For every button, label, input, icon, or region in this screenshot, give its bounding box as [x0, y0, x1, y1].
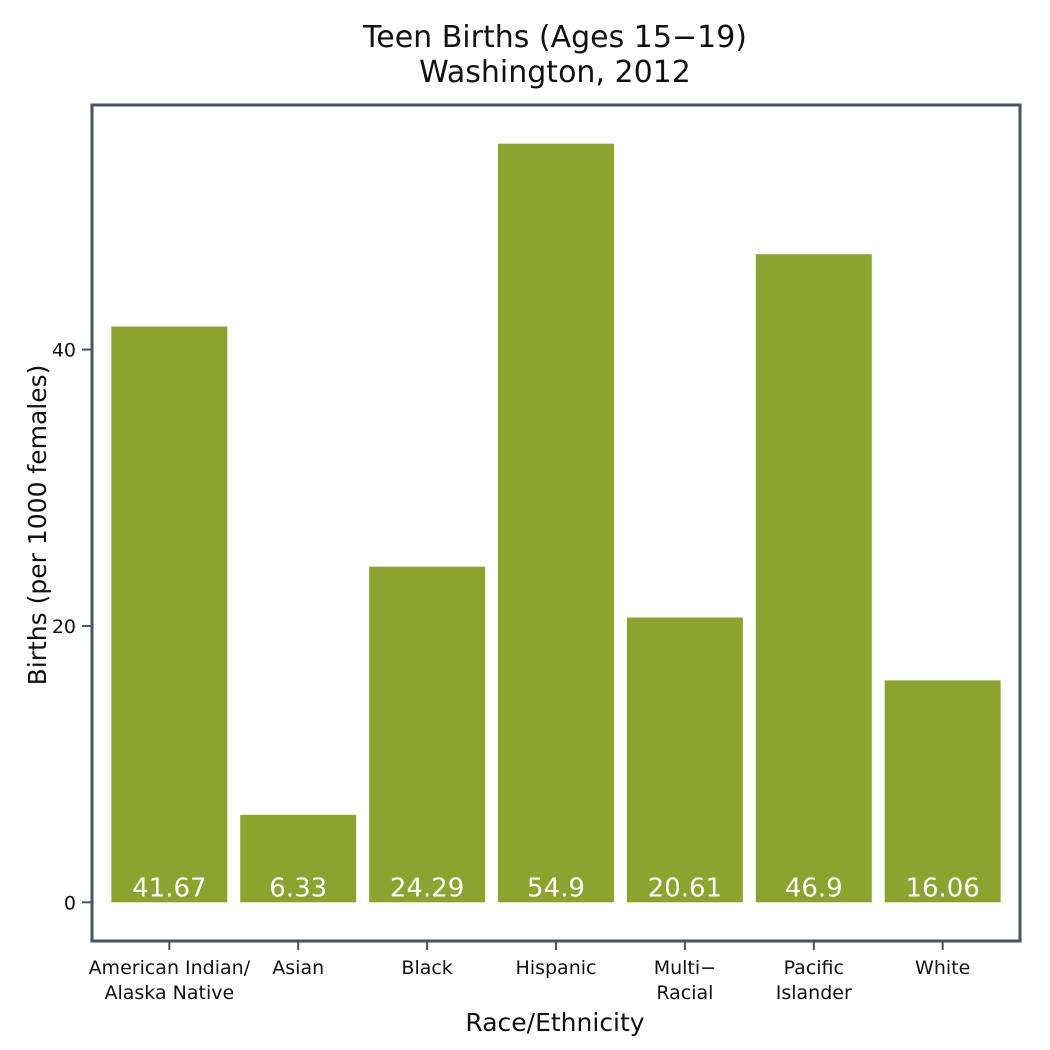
x-tick-label: Pacific	[784, 957, 844, 979]
x-tick-label: Alaska Native	[104, 982, 234, 1004]
bar	[111, 326, 228, 903]
x-axis-title: Race/Ethnicity	[465, 1008, 644, 1037]
chart-title-line-1: Teen Births (Ages 15−19)	[362, 20, 747, 55]
data-label: 6.33	[269, 873, 327, 903]
bars-group	[111, 143, 1001, 903]
y-axis-title: Births (per 1000 females)	[23, 365, 52, 686]
x-tick-label: Racial	[656, 982, 713, 1004]
data-label: 24.29	[390, 873, 464, 903]
y-tick-label: 40	[52, 340, 76, 362]
x-tick-label: Asian	[272, 957, 324, 979]
bar	[755, 254, 872, 903]
x-tick-label: Multi−	[654, 957, 716, 979]
data-label: 41.67	[132, 873, 206, 903]
x-tick-label: Hispanic	[516, 957, 597, 979]
y-tick-label: 20	[52, 616, 76, 638]
plot-frame	[90, 103, 1022, 943]
x-tick-label: Islander	[776, 982, 852, 1004]
bar	[240, 814, 357, 903]
data-labels-group: 41.67 6.33 24.29 54.9 20.61 46.9 16.06	[132, 873, 980, 903]
bar	[884, 680, 1001, 903]
data-label: 54.9	[527, 873, 585, 903]
y-tick-label: 0	[64, 892, 76, 914]
y-axis: 0 20 40	[52, 340, 91, 914]
x-tick-label: American Indian/	[89, 957, 251, 979]
x-tick-label: Black	[401, 957, 452, 979]
data-label: 20.61	[648, 873, 722, 903]
bar	[498, 143, 614, 903]
data-label: 46.9	[785, 873, 843, 903]
x-axis: American Indian/Alaska Native Asian Black H…	[89, 942, 970, 1004]
chart-title-line-2: Washington, 2012	[419, 55, 691, 90]
bar	[369, 566, 486, 903]
x-tick-label: White	[915, 957, 970, 979]
data-label: 16.06	[905, 873, 979, 903]
bar	[626, 617, 743, 903]
